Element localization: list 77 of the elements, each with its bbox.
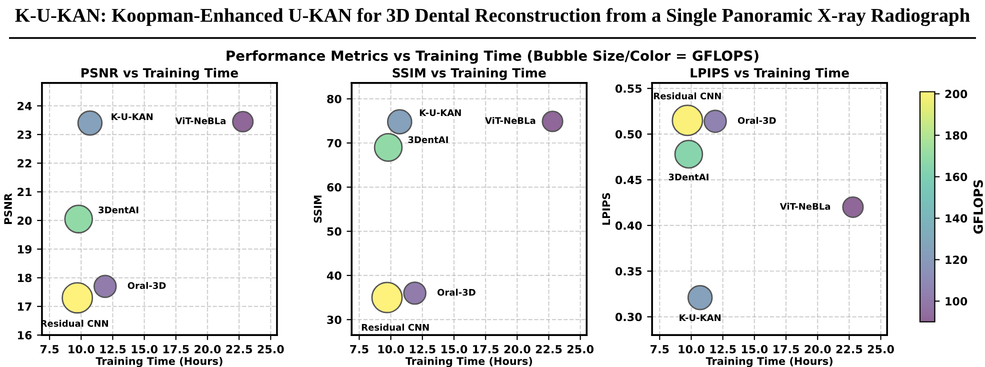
- series-label: Residual CNN: [362, 324, 429, 331]
- color-bar-label: 160: [946, 172, 968, 182]
- series-label: Oral-3D: [738, 116, 776, 124]
- x-tick-label: 20.0: [804, 344, 831, 354]
- text: K-U-KAN: Koopman-Enhanced U-KAN for 3D Dental Reconstruction from a Single Panoramic X-ray Radiograph: [15, 8, 970, 26]
- series-label: 3DentAI: [98, 206, 138, 214]
- x-tick-label: 17.5: [473, 345, 499, 354]
- series-label: ViT-NeBLa: [485, 116, 536, 124]
- color-bar-label: 120: [946, 256, 968, 264]
- y-tick-label: 0.30: [615, 312, 642, 322]
- y-tick-label: 50: [327, 227, 342, 236]
- chart-title: SSIM vs Training Time: [392, 68, 546, 80]
- x-tick-label: 15.0: [442, 344, 468, 354]
- x-tick-label: 15.0: [742, 344, 768, 354]
- color-bar-label: 200: [945, 90, 968, 98]
- series-label: 3DentAI: [408, 136, 448, 144]
- chart-title: LPIPS vs Training Time: [690, 68, 849, 80]
- x-tick-label: 12.5: [100, 344, 126, 354]
- y-tick-label: 80: [327, 94, 342, 104]
- y-tick-label: 19: [18, 245, 32, 254]
- x-tick-label: 25.0: [868, 344, 894, 354]
- y-tick-label: 30: [327, 316, 342, 324]
- x-tick-label: 22.5: [836, 344, 862, 354]
- series-label: 3DentAI: [668, 174, 708, 180]
- y-tick-label: 18: [18, 274, 32, 282]
- x-tick-label: 17.5: [163, 345, 189, 354]
- y-tick-label: 0.55: [615, 84, 642, 93]
- y-tick-label: 0.40: [615, 221, 642, 230]
- x-tick-label: 25.0: [568, 344, 594, 354]
- text: Performance Metrics vs Training Time (Bubble Size/Color = GFLOPS): [226, 50, 758, 64]
- series-label: Residual CNN: [654, 92, 721, 100]
- color-bar-label: 140: [946, 214, 968, 223]
- x-tick-label: 10.0: [378, 344, 404, 354]
- y-tick-label: 70: [327, 138, 342, 148]
- series-label: Oral-3D: [437, 288, 476, 296]
- x-tick-label: 7.5: [350, 345, 368, 354]
- x-tick-label: 12.5: [710, 344, 736, 354]
- x-tick-label: 12.5: [410, 344, 436, 354]
- x-tick-label: 10.0: [678, 344, 704, 354]
- y-tick-label: 17: [18, 302, 32, 311]
- y-tick-label: 60: [327, 183, 342, 192]
- y-tick-label: 40: [326, 271, 342, 280]
- x-tick-label: 7.5: [40, 345, 59, 354]
- x-tick-label: 20.0: [504, 344, 530, 354]
- y-axis-title: SSIM: [314, 196, 322, 223]
- x-tick-label: 20.0: [194, 344, 221, 354]
- series-label: ViT-NeBLa: [175, 117, 226, 124]
- y-tick-label: 16: [18, 331, 32, 340]
- y-tick-label: 20: [18, 216, 32, 225]
- color-bar-label: 180: [946, 131, 968, 140]
- y-axis-title: LPIPS: [602, 193, 610, 225]
- color-bar-label: 100: [946, 297, 968, 306]
- y-tick-label: 0.45: [615, 176, 642, 184]
- series-label: K-U-KAN: [112, 113, 153, 120]
- y-tick-label: 21: [18, 188, 32, 196]
- series-label: K-U-KAN: [680, 314, 721, 322]
- y-tick-label: 22: [18, 159, 32, 168]
- x-axis-title: Training Time (Hours): [96, 356, 222, 367]
- y-tick-label: 23: [18, 130, 32, 139]
- x-tick-label: 22.5: [536, 344, 562, 354]
- y-tick-label: 0.50: [615, 130, 642, 138]
- x-tick-label: 25.0: [258, 344, 284, 354]
- y-axis-title: PSNR: [4, 193, 12, 224]
- x-tick-label: 15.0: [132, 344, 158, 354]
- x-tick-label: 7.5: [650, 345, 669, 354]
- x-tick-label: 17.5: [774, 345, 799, 354]
- series-label: ViT-NeBLa: [780, 202, 830, 210]
- y-tick-label: 0.35: [615, 267, 642, 276]
- x-axis-title: Training Time (Hours): [706, 356, 832, 367]
- y-tick-label: 24: [18, 102, 32, 110]
- series-label: K-U-KAN: [420, 109, 461, 116]
- x-axis-title: Training Time (Hours): [405, 356, 532, 367]
- series-label: Oral-3D: [128, 282, 166, 289]
- x-tick-label: 22.5: [226, 344, 252, 354]
- x-tick-label: 10.0: [68, 344, 94, 354]
- color-bar-title: GFLOPS: [973, 180, 983, 234]
- chart-title: PSNR vs Training Time: [81, 68, 238, 80]
